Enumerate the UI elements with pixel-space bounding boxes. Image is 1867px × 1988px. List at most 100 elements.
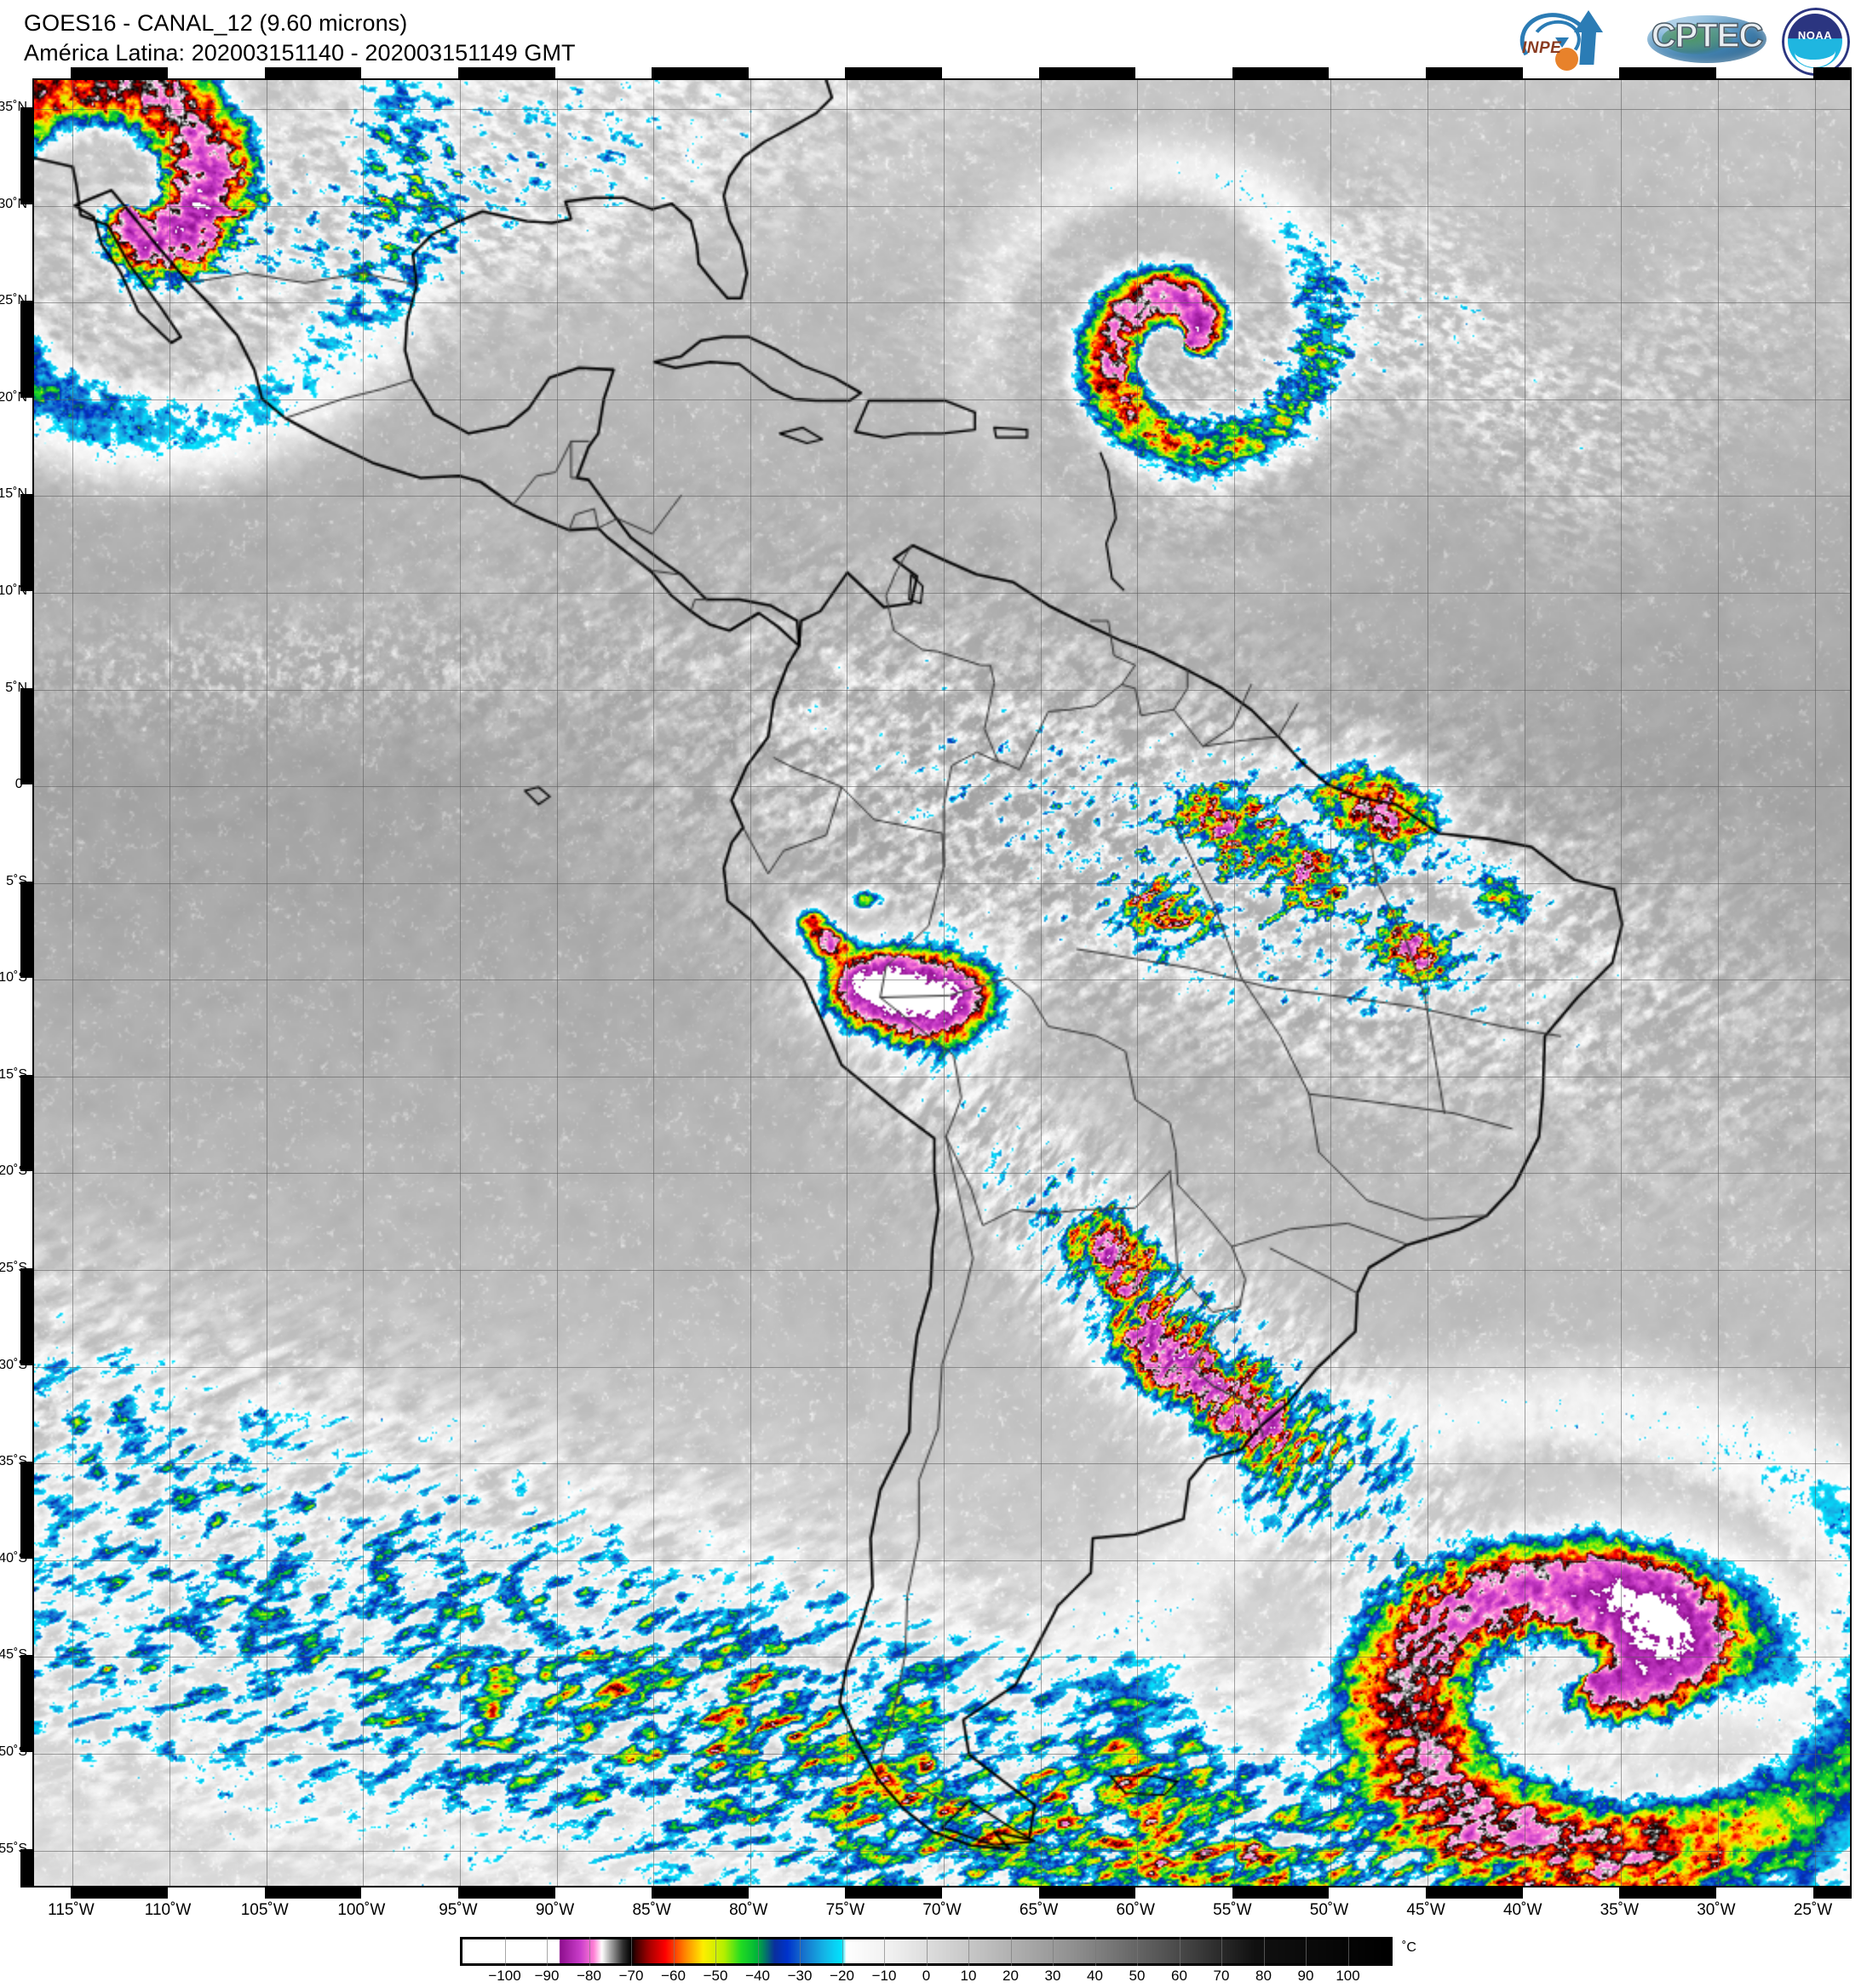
colorbar-tick (842, 1937, 843, 1966)
axis-tick-bar (264, 1887, 362, 1899)
inpe-orange-dot-icon (1555, 48, 1578, 71)
axis-tick-bar (845, 1887, 942, 1899)
lon-tick-label: 55˚W (1213, 1901, 1252, 1919)
lon-tick-label: 45˚W (1406, 1901, 1445, 1919)
axis-tick-bar (20, 494, 32, 591)
colorbar-tick-label: −60 (661, 1968, 686, 1984)
axis-tick-bar (1232, 1887, 1330, 1899)
axis-tick-bar (20, 1462, 32, 1559)
colorbar-tick (673, 1937, 675, 1966)
colorbar-tick-label: −90 (534, 1968, 560, 1984)
colorbar-tick (1137, 1937, 1138, 1966)
axis-ticks-left (20, 78, 32, 1887)
lon-tick-label: 90˚W (535, 1901, 575, 1919)
axis-tick-bar (20, 1848, 32, 1887)
colorbar-tick (715, 1937, 716, 1966)
colorbar-tick (547, 1937, 548, 1966)
axis-tick-bar (1812, 1887, 1852, 1899)
axis-tick-bar (1038, 67, 1136, 78)
colorbar-tick-label: 70 (1213, 1968, 1230, 1984)
lon-tick-label: 75˚W (825, 1901, 865, 1919)
colorbar-tick-label: 30 (1044, 1968, 1061, 1984)
page-subtitle: América Latina: 202003151140 - 202003151… (24, 40, 576, 66)
colorbar-tick (589, 1937, 590, 1966)
axis-tick-bar (71, 1887, 169, 1899)
colorbar-tick-label: −30 (787, 1968, 813, 1984)
axis-ticks-bottom (32, 1887, 1852, 1899)
axis-tick-bar (1619, 67, 1716, 78)
lon-tick-label: 115˚W (48, 1901, 95, 1919)
colorbar-tick (1010, 1937, 1012, 1966)
axis-tick-bar (20, 107, 32, 204)
axis-tick-bar (1619, 1887, 1716, 1899)
axis-tick-bar (1426, 67, 1523, 78)
colorbar-tick-label: 0 (922, 1968, 931, 1984)
lon-tick-label: 100˚W (337, 1901, 386, 1919)
colorbar-tick-label: −100 (488, 1968, 521, 1984)
colorbar-tick-labels: −100 −90 −80 −70 −60 −50 −40 −30 −20 −10 0 10 20 30 40… (460, 1968, 1393, 1988)
inpe-arrow-head-icon (1574, 10, 1603, 32)
lon-tick-label: 105˚W (240, 1901, 289, 1919)
colorbar-tick-label: −20 (830, 1968, 854, 1984)
longitude-axis-labels: 115˚W 110˚W 105˚W 100˚W 95˚W 90˚W 85˚W 80˚W 75˚W… (32, 1901, 1852, 1927)
axis-tick-bar (1038, 1887, 1136, 1899)
lon-tick-label: 80˚W (729, 1901, 768, 1919)
page-title: GOES16 - CANAL_12 (9.60 microns) (24, 10, 408, 36)
colorbar-tick-label: 100 (1336, 1968, 1360, 1984)
colorbar-tick-label: −40 (745, 1968, 770, 1984)
colorbar-tick-label: 50 (1129, 1968, 1146, 1984)
colorbar-tick (800, 1937, 801, 1966)
satellite-map[interactable] (32, 78, 1852, 1887)
axis-tick-bar (1426, 1887, 1523, 1899)
axis-tick-bar (20, 687, 32, 785)
axis-tick-bar (457, 1887, 555, 1899)
axis-tick-bar (20, 1074, 32, 1172)
lon-tick-label: 65˚W (1019, 1901, 1059, 1919)
axis-tick-bar (20, 1655, 32, 1752)
colorbar-tick-label: −80 (577, 1968, 601, 1984)
axis-tick-bar (20, 881, 32, 979)
colorbar-tick (631, 1937, 632, 1966)
colorbar-tick-label: 10 (960, 1968, 977, 1984)
colorbar-tick (926, 1937, 928, 1966)
colorbar-tick (1053, 1937, 1054, 1966)
axis-tick-bar (1232, 67, 1330, 78)
noaa-seal-icon: NOAA (1780, 6, 1852, 78)
lon-tick-label: 110˚W (144, 1901, 192, 1919)
colorbar-ticks (460, 1937, 1393, 1966)
colorbar-tick (504, 1937, 506, 1966)
satellite-image-canvas (34, 80, 1850, 1886)
colorbar-tick (1263, 1937, 1265, 1966)
cptec-globe-icon (1647, 15, 1766, 63)
colorbar-tick-label: 90 (1297, 1968, 1314, 1984)
map-frame (32, 78, 1852, 1887)
colorbar-tick-label: −10 (871, 1968, 897, 1984)
lon-tick-label: 85˚W (632, 1901, 671, 1919)
colorbar-tick (968, 1937, 969, 1966)
cptec-logo: CPTEC (1644, 3, 1770, 73)
colorbar-unit-label: ˚C (1402, 1940, 1416, 1955)
axis-tick-bar (20, 1268, 32, 1365)
title-block: GOES16 - CANAL_12 (9.60 microns) América… (24, 9, 576, 68)
header: GOES16 - CANAL_12 (9.60 microns) América… (0, 0, 1867, 85)
axis-tick-bar (845, 67, 942, 78)
lon-tick-label: 50˚W (1309, 1901, 1349, 1919)
colorbar-tick (1347, 1937, 1349, 1966)
lon-tick-label: 30˚W (1697, 1901, 1736, 1919)
axis-tick-bar (1812, 67, 1852, 78)
colorbar-tick (1306, 1937, 1307, 1966)
lon-tick-label: 95˚W (439, 1901, 478, 1919)
inpe-logo-label: INPE (1522, 39, 1562, 57)
colorbar-tick (1221, 1937, 1222, 1966)
axis-ticks-top (32, 67, 1852, 78)
inpe-small-arrow-icon (1555, 37, 1569, 48)
cptec-logo-label: CPTEC (1651, 16, 1764, 55)
colorbar-tick-label: −50 (703, 1968, 728, 1984)
lon-tick-label: 60˚W (1116, 1901, 1155, 1919)
axis-tick-bar (264, 67, 362, 78)
logo-strip: INPE CPTEC NOAA (1508, 2, 1852, 85)
colorbar: −100 −90 −80 −70 −60 −50 −40 −30 −20 −10 0 10 20 30 40… (0, 1935, 1867, 1984)
lon-tick-label: 40˚W (1502, 1901, 1542, 1919)
colorbar-tick-label: 80 (1255, 1968, 1272, 1984)
colorbar-tick (1179, 1937, 1181, 1966)
